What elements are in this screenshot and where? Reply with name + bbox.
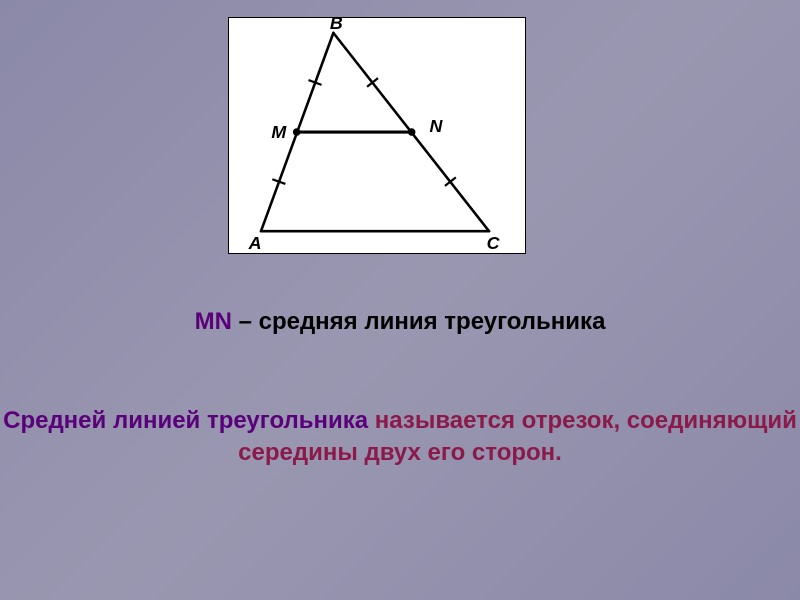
midline-statement-rest: – средняя линия треугольника <box>232 308 606 335</box>
triangle-svg: A B C M N <box>229 18 525 253</box>
definition-term: Средней линией треугольника <box>3 407 368 434</box>
svg-text:C: C <box>487 233 501 253</box>
svg-text:M: M <box>271 122 287 142</box>
mn-label: MN <box>195 308 232 335</box>
midline-statement: MN – средняя линия треугольника <box>0 308 800 336</box>
slide: ABCMN MN – средняя линия треугольника Ср… <box>0 0 800 600</box>
definition-text: Средней линией треугольника называется о… <box>0 405 800 470</box>
svg-text:N: N <box>430 116 444 136</box>
svg-text:A: A <box>248 233 262 253</box>
triangle-figure: A B C M N <box>228 17 526 254</box>
svg-text:B: B <box>330 18 343 33</box>
